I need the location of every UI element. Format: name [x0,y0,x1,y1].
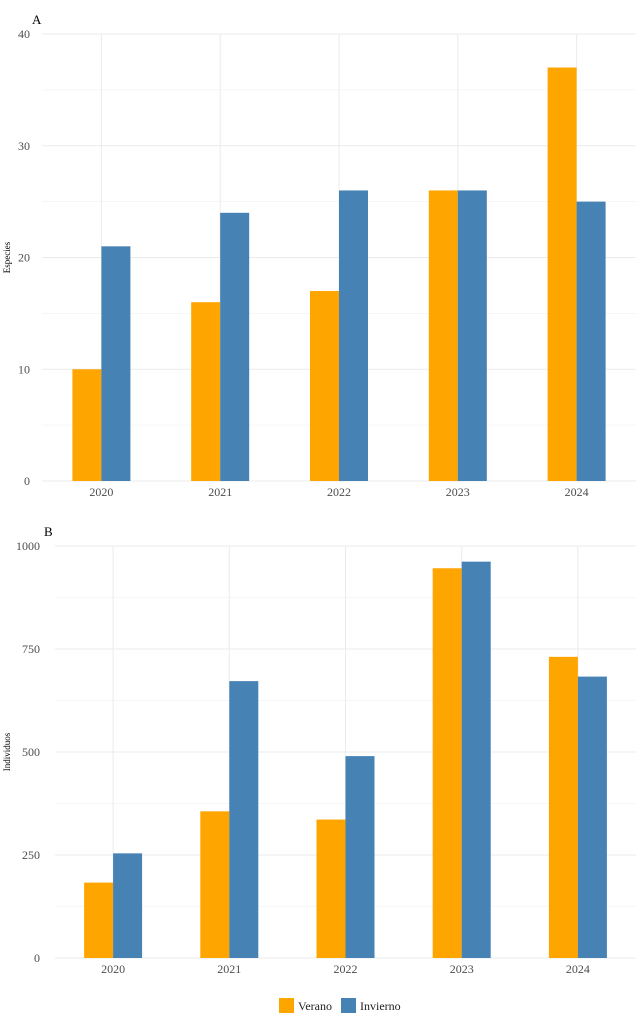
y-tick-label: 40 [18,27,30,41]
x-tick-label: 2021 [217,962,241,976]
x-tick-label: 2020 [101,962,125,976]
legend-swatch-invierno [341,998,356,1013]
y-tick-label: 250 [22,848,40,862]
panel-label: A [32,12,42,27]
bar-invierno-2021 [229,681,259,958]
bar-invierno-2020 [113,853,143,958]
y-tick-label: 750 [22,642,40,656]
bar-invierno-2024 [576,201,606,481]
y-tick-label: 10 [18,362,30,376]
y-tick-label: 30 [18,139,30,153]
y-axis-title: Especies [2,241,12,273]
x-tick-label: 2023 [450,962,474,976]
y-tick-label: 500 [22,745,40,759]
panel-label: B [44,524,53,539]
bar-invierno-2021 [220,212,250,482]
bar-verano-2020 [72,369,102,481]
x-tick-label: 2024 [565,485,589,499]
legend-swatch-verano [279,998,294,1013]
y-tick-label: 1000 [16,539,40,553]
legend: Verano Invierno [279,998,401,1013]
bar-invierno-2023 [457,190,487,481]
legend-label-invierno: Invierno [360,999,401,1013]
bar-verano-2024 [547,67,577,482]
x-tick-label: 2022 [327,485,351,499]
y-tick-label: 0 [24,474,30,488]
bar-invierno-2024 [577,676,607,958]
x-tick-label: 2024 [566,962,590,976]
x-tick-label: 2023 [446,485,470,499]
y-tick-label: 0 [34,951,40,965]
bar-invierno-2023 [461,561,491,958]
bar-invierno-2022 [345,756,375,958]
legend-label-verano: Verano [298,999,332,1013]
bar-verano-2023 [432,568,462,958]
y-axis-title: Individuos [2,732,12,771]
bar-invierno-2022 [339,190,368,481]
bar-verano-2022 [316,819,346,958]
chart-panel-a: A 0 10 20 30 40 2020 2021 2022 2023 2024 Especies [2,12,636,499]
bar-verano-2024 [548,656,578,958]
bar-verano-2021 [191,302,221,481]
bar-verano-2021 [200,811,230,958]
x-tick-label: 2022 [334,962,358,976]
x-tick-label: 2021 [208,485,232,499]
chart-panel-b: B 0 250 500 750 1000 2020 2021 2022 2023 2024 Indiv… [2,524,636,976]
bar-invierno-2020 [101,246,131,481]
bar-verano-2022 [310,291,339,481]
x-tick-label: 2020 [89,485,113,499]
bar-verano-2020 [84,882,114,958]
y-tick-label: 20 [18,251,30,265]
bar-verano-2023 [428,190,458,481]
